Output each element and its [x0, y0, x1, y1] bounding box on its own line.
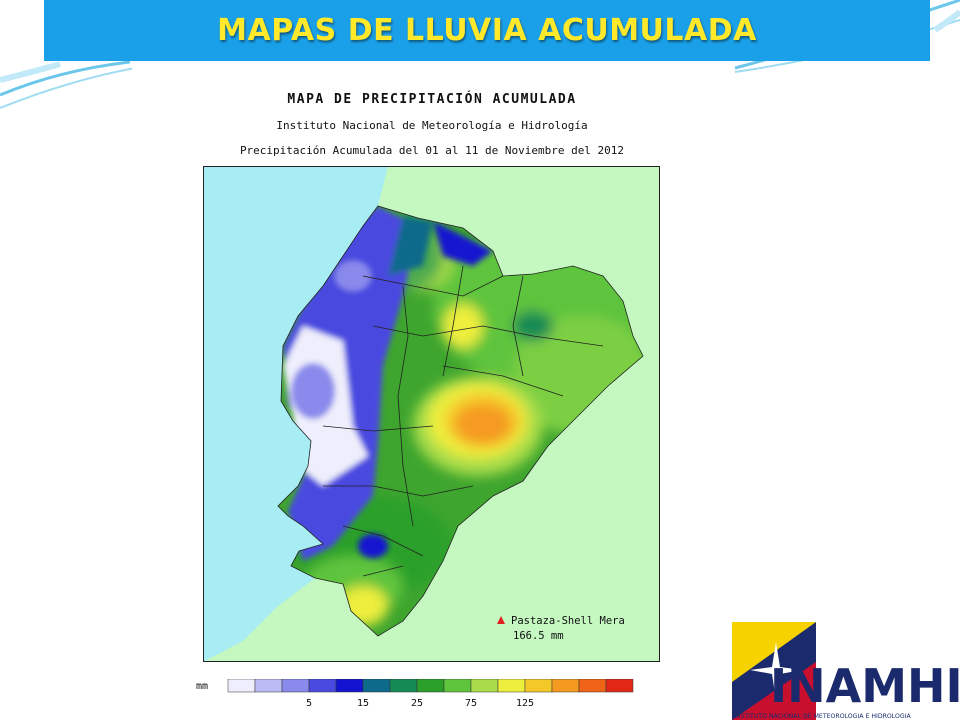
legend-tick-label: 25: [411, 698, 423, 709]
legend-swatches: [227, 679, 634, 693]
station-name: Pastaza-Shell Mera: [511, 615, 625, 627]
precipitation-map: [203, 166, 660, 662]
legend-tick-label: 75: [465, 698, 477, 709]
map-title: MAPA DE PRECIPITACIÓN ACUMULADA: [287, 92, 577, 107]
legend-swatch: [524, 679, 553, 693]
precipitation-legend: mm 5 15 25 75 125: [196, 679, 634, 709]
map-institution: Instituto Nacional de Meteorología e Hid…: [276, 119, 588, 132]
legend-swatch: [443, 679, 472, 693]
legend-ticks: 5 15 25 75 125: [306, 698, 534, 709]
legend-swatch: [605, 679, 634, 693]
legend-swatch: [254, 679, 283, 693]
logo-subtitle: INSTITUTO NACIONAL DE METEOROLOGIA E HID…: [734, 713, 911, 720]
legend-swatch: [497, 679, 526, 693]
legend-swatch: [470, 679, 499, 693]
legend-swatch: [416, 679, 445, 693]
legend-unit: mm: [196, 681, 208, 692]
legend-tick-label: 125: [516, 698, 534, 709]
legend-tick-label: 5: [306, 698, 312, 709]
map-period: Precipitación Acumulada del 01 al 11 de …: [239, 144, 625, 157]
legend-swatch: [551, 679, 580, 693]
compass-star-icon: [750, 642, 802, 700]
legend-swatch: [227, 679, 256, 693]
legend-swatch: [389, 679, 418, 693]
station-marker-icon: [497, 616, 505, 624]
inamhi-logo: INAMHI INSTITUTO NACIONAL DE METEOROLOGI…: [732, 622, 960, 720]
legend-swatch: [335, 679, 364, 693]
logo-text: INAMHI: [770, 659, 960, 713]
legend-swatch: [578, 679, 607, 693]
slide-title-bar: MAPAS DE LLUVIA ACUMULADA: [44, 0, 930, 61]
slide-title: MAPAS DE LLUVIA ACUMULADA: [217, 13, 757, 48]
legend-swatch: [362, 679, 391, 693]
station-value: 166.5 mm: [513, 630, 564, 642]
legend-swatch: [308, 679, 337, 693]
legend-tick-label: 15: [357, 698, 369, 709]
legend-swatch: [281, 679, 310, 693]
station-label: Pastaza-Shell Mera 166.5 mm: [497, 614, 625, 644]
